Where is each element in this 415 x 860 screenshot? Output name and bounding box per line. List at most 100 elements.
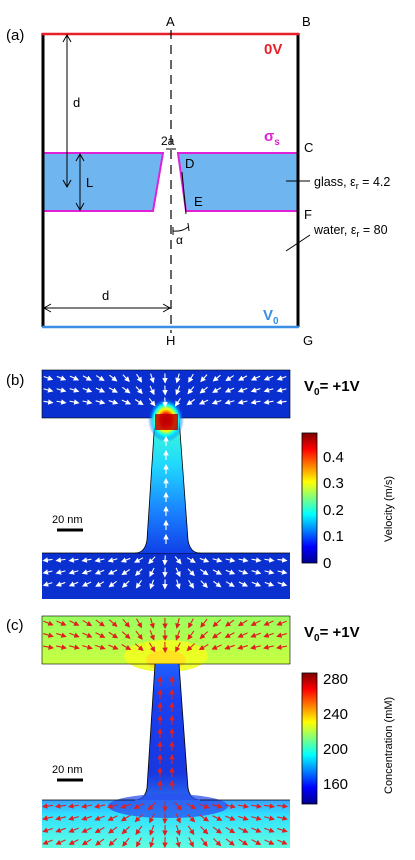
concentration-arrow bbox=[95, 644, 106, 650]
velocity-arrow bbox=[225, 375, 235, 382]
concentration-arrow bbox=[175, 630, 181, 641]
concentration-arrow bbox=[94, 803, 106, 809]
velocity-arrow bbox=[263, 387, 274, 393]
velocity-arrow bbox=[108, 387, 118, 393]
concentration-arrow bbox=[42, 815, 54, 821]
velocity-arrow bbox=[95, 375, 105, 382]
concentration-arrow bbox=[224, 632, 235, 638]
concentration-arrow bbox=[276, 644, 288, 650]
dim-l-label: L bbox=[86, 175, 93, 190]
concentration-arrow bbox=[200, 618, 208, 628]
point-b-label: B bbox=[302, 14, 311, 29]
concentration-arrow bbox=[199, 814, 210, 822]
velocity-tick: 0.4 bbox=[323, 449, 344, 466]
velocity-tick: 0.1 bbox=[323, 528, 344, 545]
concentration-tick: 280 bbox=[323, 671, 348, 688]
concentration-arrow bbox=[211, 644, 222, 650]
concentration-arrow bbox=[121, 644, 132, 651]
velocity-arrow bbox=[200, 568, 209, 576]
velocity-arrow bbox=[174, 397, 181, 407]
velocity-arrow bbox=[212, 374, 221, 382]
velocity-arrow bbox=[136, 373, 143, 383]
velocity-arrow bbox=[238, 557, 249, 563]
velocity-arrow bbox=[122, 374, 130, 383]
concentration-arrow bbox=[263, 632, 274, 638]
velocity-arrow bbox=[81, 557, 92, 563]
concentration-title: V0= +1V bbox=[304, 624, 360, 644]
velocity-arrow bbox=[213, 580, 222, 588]
velocity-arrow bbox=[175, 579, 181, 590]
concentration-colorbar-ticks: 280 240 200 160 bbox=[323, 671, 348, 793]
concentration-arrow bbox=[149, 618, 155, 629]
concentration-arrow bbox=[120, 814, 131, 822]
concentration-arrow bbox=[175, 825, 181, 836]
velocity-arrow bbox=[250, 399, 261, 405]
velocity-arrow bbox=[109, 374, 118, 382]
velocity-arrow bbox=[225, 581, 235, 587]
concentration-arrow bbox=[225, 838, 235, 846]
concentration-arrow bbox=[250, 632, 261, 638]
velocity-arrow bbox=[149, 373, 155, 384]
velocity-arrow bbox=[82, 375, 92, 381]
concentration-arrow bbox=[175, 642, 181, 653]
concentration-arrow bbox=[188, 837, 194, 848]
concentration-arrow bbox=[81, 827, 92, 833]
concentration-arrow bbox=[95, 838, 105, 846]
concentration-arrow bbox=[80, 803, 93, 809]
concentration-arrow bbox=[68, 839, 79, 845]
water-label: water, εr = 80 bbox=[313, 223, 388, 239]
panel-b: (b) 20 nm V0= +1V 0.4 0.3 0.2 0.1 0 Velo… bbox=[6, 369, 395, 599]
velocity-arrow bbox=[238, 569, 249, 575]
concentration-arrow bbox=[212, 826, 222, 834]
concentration-arrow bbox=[135, 630, 143, 640]
concentration-arrow bbox=[200, 837, 208, 847]
concentration-arrow bbox=[94, 815, 105, 821]
velocity-arrow bbox=[94, 557, 105, 563]
velocity-arrow bbox=[148, 556, 156, 565]
velocity-arrow bbox=[68, 569, 79, 575]
surface-charge-left bbox=[42, 152, 165, 212]
velocity-pore bbox=[135, 418, 200, 553]
velocity-arrow bbox=[225, 569, 236, 575]
concentration-arrow bbox=[276, 620, 287, 626]
concentration-arrow bbox=[56, 632, 67, 638]
velocity-arrow bbox=[200, 374, 208, 383]
velocity-title: V0= +1V bbox=[304, 378, 360, 398]
concentration-arrow bbox=[149, 837, 155, 848]
velocity-arrow bbox=[134, 557, 144, 563]
concentration-arrow bbox=[162, 800, 168, 813]
concentration-arrow bbox=[277, 839, 288, 845]
velocity-arrow bbox=[135, 386, 143, 395]
concentration-arrow bbox=[41, 803, 54, 809]
velocity-arrow bbox=[121, 580, 130, 588]
concentration-arrow bbox=[250, 644, 261, 650]
concentration-arrow bbox=[224, 644, 235, 650]
concentration-arrow bbox=[122, 618, 130, 628]
concentration-arrow bbox=[42, 644, 54, 650]
velocity-arrow bbox=[212, 569, 222, 575]
concentration-arrow bbox=[251, 815, 262, 821]
concentration-tick: 200 bbox=[323, 741, 348, 758]
concentration-arrow bbox=[237, 803, 250, 809]
point-g-label: G bbox=[303, 333, 313, 348]
velocity-arrow bbox=[95, 581, 105, 587]
velocity-arrow bbox=[199, 386, 208, 394]
velocity-arrow bbox=[212, 387, 222, 393]
concentration-arrow bbox=[212, 803, 223, 809]
velocity-arrow bbox=[264, 557, 275, 563]
concentration-arrow bbox=[277, 815, 288, 821]
point-f-label: F bbox=[304, 207, 312, 222]
velocity-arrow bbox=[94, 569, 105, 575]
surface-charge-label: σs bbox=[264, 128, 280, 148]
concentration-arrow bbox=[120, 803, 131, 809]
panel-c: (c) 20 nm V0= +1V 280 240 200 160 Concen… bbox=[6, 615, 395, 849]
velocity-arrow bbox=[162, 555, 168, 566]
velocity-arrow bbox=[149, 385, 155, 396]
concentration-arrow bbox=[263, 620, 274, 626]
concentration-arrow bbox=[211, 631, 222, 639]
concentration-arrow bbox=[186, 803, 197, 809]
concentration-arrow bbox=[94, 827, 105, 834]
concentration-arrow bbox=[55, 839, 66, 845]
concentration-arrow bbox=[187, 630, 195, 640]
velocity-arrow bbox=[149, 579, 155, 590]
